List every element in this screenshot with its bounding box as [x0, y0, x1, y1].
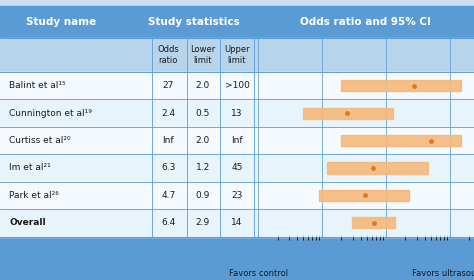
- Text: Study statistics: Study statistics: [148, 17, 240, 27]
- Bar: [0, 237, 474, 280]
- Text: 2.0: 2.0: [196, 81, 210, 90]
- Text: Balint et al¹⁵: Balint et al¹⁵: [9, 81, 66, 90]
- Text: Favors ultrasound: Favors ultrasound: [412, 269, 474, 278]
- Text: 6.4: 6.4: [161, 218, 175, 227]
- Bar: [0, 154, 474, 182]
- Text: Inf: Inf: [163, 136, 174, 145]
- Text: Odds
ratio: Odds ratio: [157, 45, 179, 65]
- Text: 0.5: 0.5: [196, 109, 210, 118]
- Text: 13: 13: [231, 109, 243, 118]
- Text: 23: 23: [231, 191, 243, 200]
- Text: Curtiss et al²⁰: Curtiss et al²⁰: [9, 136, 71, 145]
- Text: 4.7: 4.7: [161, 191, 175, 200]
- Text: 2.9: 2.9: [196, 218, 210, 227]
- Bar: [0, 38, 474, 72]
- Text: 6.3: 6.3: [161, 164, 175, 172]
- Text: Inf: Inf: [231, 136, 243, 145]
- Text: Overall: Overall: [9, 218, 46, 227]
- Text: Favors control: Favors control: [229, 269, 288, 278]
- Text: 45: 45: [231, 164, 243, 172]
- Text: Park et al²⁶: Park et al²⁶: [9, 191, 59, 200]
- Text: Im et al²¹: Im et al²¹: [9, 164, 51, 172]
- Bar: [0, 72, 474, 99]
- Text: >100: >100: [225, 81, 249, 90]
- Bar: [0, 99, 474, 127]
- Text: Cunnington et al¹⁹: Cunnington et al¹⁹: [9, 109, 92, 118]
- Text: 1.2: 1.2: [196, 164, 210, 172]
- Bar: [0, 209, 474, 237]
- Bar: [0, 6, 474, 38]
- Bar: [0, 127, 474, 154]
- Text: Study name: Study name: [27, 17, 97, 27]
- Text: 27: 27: [163, 81, 174, 90]
- Text: Upper
limit: Upper limit: [224, 45, 250, 65]
- Text: Odds ratio and 95% CI: Odds ratio and 95% CI: [300, 17, 430, 27]
- Text: Lower
limit: Lower limit: [190, 45, 216, 65]
- Text: 2.4: 2.4: [161, 109, 175, 118]
- Text: 0.9: 0.9: [196, 191, 210, 200]
- Bar: [0, 182, 474, 209]
- Text: 2.0: 2.0: [196, 136, 210, 145]
- Text: 14: 14: [231, 218, 243, 227]
